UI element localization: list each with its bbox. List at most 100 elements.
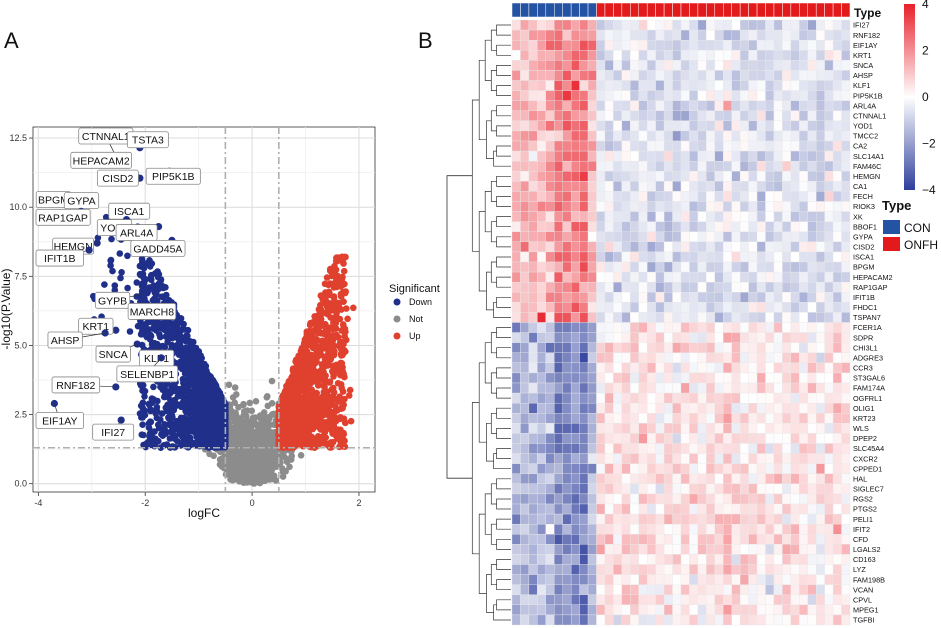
heatmap-cell (596, 70, 606, 81)
gene-label-text: ISCA1 (114, 206, 145, 218)
volcano-point (139, 405, 147, 412)
heatmap-cell (706, 80, 715, 91)
heatmap-cell (731, 171, 741, 182)
heatmap-cell (621, 120, 631, 132)
heatmap-cell (714, 171, 724, 182)
volcano-point (320, 368, 327, 376)
heatmap-cell (714, 50, 724, 61)
heatmap-cell (714, 130, 724, 142)
heatmap-cell (841, 181, 851, 192)
heatmap-cell (621, 191, 631, 202)
heatmap-cell (596, 29, 606, 41)
heatmap-cell (824, 100, 834, 111)
heatmap-cell (807, 70, 817, 81)
annotation-cell-con (587, 2, 597, 18)
heatmap-annotation-title: Type (854, 6, 881, 20)
heatmap-cell (756, 90, 766, 101)
volcano-point (141, 387, 149, 395)
heatmap-cell (545, 100, 555, 111)
volcano-point (194, 397, 201, 404)
volcano-point (325, 408, 333, 415)
volcano-point (332, 258, 340, 265)
heatmap-cell (689, 140, 699, 152)
heatmap-cell (689, 19, 699, 31)
heatmap-cell (739, 80, 749, 91)
heatmap-cell (630, 160, 639, 172)
heatmap-cell (647, 201, 656, 212)
heatmap-cell (832, 181, 842, 192)
heatmap-cell (655, 80, 665, 91)
heatmap-cell (613, 201, 623, 212)
heatmap-cell (528, 29, 538, 41)
heatmap-cell (714, 181, 724, 192)
heatmap-cell (511, 181, 521, 192)
heatmap-cell (638, 150, 648, 162)
heatmap-cell (680, 39, 690, 51)
volcano-point (308, 394, 315, 401)
dendrogram-branch (496, 175, 511, 187)
annotation-cell-onfh (604, 2, 614, 18)
volcano-point (169, 387, 177, 395)
heatmap-cell (638, 110, 648, 122)
heatmap-cell (816, 90, 825, 101)
volcano-point (300, 342, 308, 350)
heatmap-cell (790, 80, 800, 91)
heatmap-cell (647, 130, 656, 142)
volcano-point (154, 286, 162, 293)
heatmap-cell (528, 110, 538, 122)
heatmap-cell (663, 110, 673, 122)
heatmap-cell (832, 140, 842, 152)
heatmap-cell (680, 70, 690, 81)
heatmap-cell (731, 60, 741, 71)
heatmap-cell (545, 110, 555, 122)
heatmap-cell (790, 140, 800, 152)
heatmap-cell (841, 130, 851, 142)
heatmap-cell (630, 29, 639, 41)
heatmap-cell (706, 221, 715, 232)
heatmap-cell (748, 39, 758, 51)
heatmap-cell (697, 181, 707, 192)
heatmap-cell (739, 110, 749, 122)
volcano-point (342, 419, 349, 427)
dendrogram-branch (486, 120, 494, 159)
heatmap-cell (680, 110, 690, 122)
heatmap-cell (824, 50, 834, 61)
dendrogram-branch (490, 332, 497, 354)
heatmap-cell (765, 181, 775, 192)
volcano-point (150, 282, 157, 289)
volcano-point (326, 393, 334, 401)
annotation-cell-con (570, 2, 580, 18)
x-tick-label: 0 (250, 498, 255, 508)
volcano-point (138, 330, 146, 338)
volcano-point (305, 335, 313, 342)
volcano-point (286, 463, 293, 471)
heatmap-cell (647, 39, 656, 51)
dendrogram-branch (490, 523, 497, 545)
heatmap-cell (824, 160, 834, 172)
heatmap-cell (824, 110, 834, 122)
volcano-legend: Significant Down Not Up (389, 283, 440, 341)
heatmap-cell (537, 70, 546, 81)
annotation-cell-onfh (596, 2, 606, 18)
heatmap-cell (739, 181, 749, 192)
annotation-cell-onfh (697, 2, 707, 18)
heatmap-cell (537, 100, 546, 111)
dendrogram-branch (493, 301, 511, 318)
heatmap-cell (604, 191, 614, 202)
heatmap-cell (680, 150, 690, 162)
heatmap-cell (579, 60, 589, 71)
volcano-point (338, 384, 346, 392)
heatmap-cell (587, 19, 597, 31)
heatmap-cell (697, 29, 707, 41)
heatmap-cell (587, 201, 597, 212)
heatmap-cell (596, 60, 606, 71)
volcano-point (258, 461, 266, 469)
heatmap-cell (562, 29, 572, 41)
heatmap-cell (554, 191, 563, 202)
heatmap-cell (782, 181, 792, 192)
volcano-point (169, 328, 176, 336)
heatmap-cell (739, 50, 749, 61)
heatmap-cell (511, 110, 521, 122)
heatmap-cell (714, 29, 724, 41)
gene-label-text: SNCA (99, 349, 128, 361)
